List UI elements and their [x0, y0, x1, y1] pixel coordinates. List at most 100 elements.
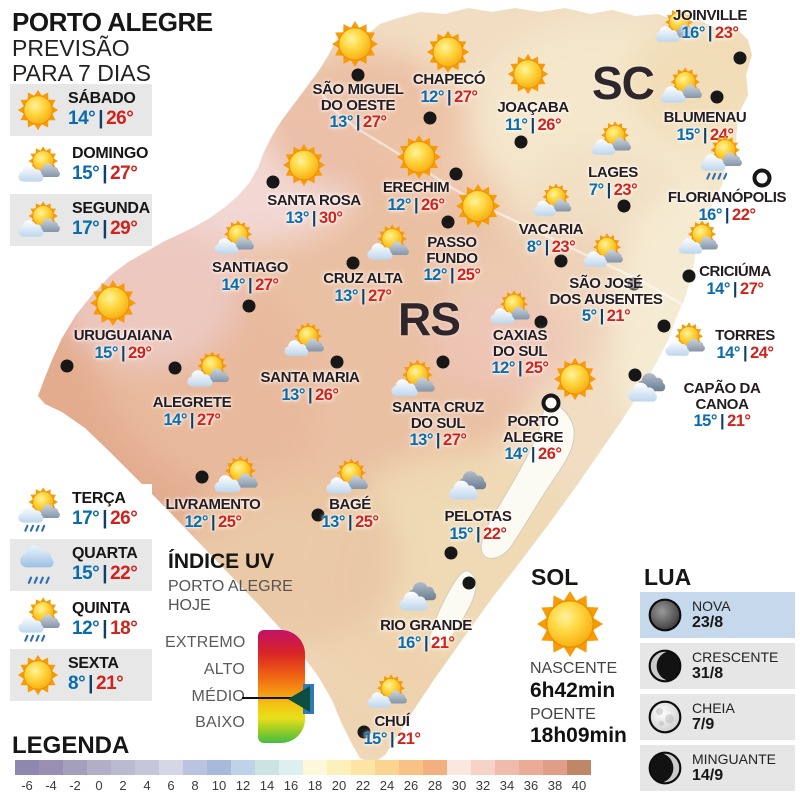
max-temp: 25° [218, 512, 242, 531]
sun-cloud-icon [16, 200, 64, 240]
legend-swatch [39, 760, 63, 775]
min-temp: 15° [72, 563, 100, 584]
min-temp: 13° [285, 208, 309, 227]
forecast-day-label: SEXTA [68, 655, 119, 672]
min-temp: 15° [676, 125, 700, 144]
moon-phase-name: NOVA [692, 598, 731, 614]
sun-icon [16, 88, 60, 132]
max-temp: 27° [110, 163, 138, 184]
temps-minmax: 15° | 24° [664, 125, 747, 144]
forecast-card-text: TERÇA 17° | 26° [72, 490, 138, 530]
max-temp: 30° [319, 208, 343, 227]
forecast-day-label: DOMINGO [72, 145, 149, 162]
legend-tick: 36 [523, 778, 539, 793]
city-name: SANTA MARIA [260, 369, 360, 386]
max-temp: 21° [96, 673, 124, 694]
legend-swatch [375, 760, 399, 775]
min-temp: 14° [221, 275, 245, 294]
sun-icon [454, 182, 502, 230]
temp-separator: | [724, 205, 730, 224]
city-name: SANTA ROSA [267, 192, 361, 209]
city-label-rio-grande: RIO GRANDE 16° | 21° [380, 618, 472, 652]
temps-minmax: 12° | 27° [413, 87, 485, 106]
min-temp: 7° [588, 180, 604, 199]
sunset-time: 18h09min [530, 724, 627, 747]
max-temp: 25° [525, 359, 549, 377]
temp-separator: | [599, 307, 605, 325]
legend-tick: 14 [259, 778, 275, 793]
legend-tick: 12 [235, 778, 251, 793]
temp-separator: | [413, 195, 419, 214]
forecast-day-label: QUINTA [72, 600, 131, 617]
city-name: FLORIANÓPOLIS [667, 189, 787, 206]
min-temp: 15° [94, 343, 118, 362]
temps-minmax: 15° | 21° [684, 413, 761, 430]
sun-cloud-icon [324, 457, 372, 497]
temp-separator: | [120, 343, 126, 362]
min-temp: 12° [184, 512, 208, 531]
temp-separator: | [311, 208, 317, 227]
temps-minmax: 12° | 25° [423, 267, 481, 284]
temp-separator: | [307, 385, 313, 404]
moon-phase-text: CRESCENTE 31/8 [692, 649, 778, 683]
min-temp: 15° [363, 729, 387, 748]
temp-separator: | [606, 180, 612, 199]
max-temp: 21° [727, 412, 751, 430]
sunrise-label: NASCENTE [530, 660, 618, 677]
max-temp: 23° [715, 23, 739, 42]
temps-minmax: 12° | 18° [72, 618, 138, 640]
forecast-card-sabado: SÁBADO 14° | 26° [10, 84, 152, 136]
city-marker-santa-maria [330, 355, 344, 369]
page-title: PORTO ALEGRE [12, 7, 213, 37]
city-name: CAXIAS DO SUL [492, 327, 548, 360]
legend-swatch [15, 760, 39, 775]
city-name: PASSO FUNDO [426, 234, 478, 267]
legend-swatch [543, 760, 567, 775]
sun-cloud-icon [658, 66, 706, 106]
max-temp: 27° [443, 431, 467, 449]
city-name: TORRES [715, 327, 775, 344]
city-marker-santa-rosa [266, 175, 280, 189]
city-name: CHAPECÓ [412, 71, 486, 88]
city-name: CRICIÚMA [699, 263, 771, 280]
city-label-pelotas: PELOTAS 15° | 22° [445, 509, 512, 543]
city-label-uruguaiana: URUGUAIANA 15° | 29° [74, 328, 173, 362]
temp-separator: | [530, 115, 535, 134]
max-temp: 22° [110, 563, 138, 584]
city-name: BAGÉ [329, 496, 371, 513]
temp-separator: | [102, 163, 108, 184]
legend-swatch [327, 760, 351, 775]
city-name: PORTO ALEGRE [502, 413, 564, 446]
legend-swatch [279, 760, 303, 775]
min-temp: 13° [329, 113, 353, 131]
temps-minmax: 15° | 21° [363, 729, 421, 748]
min-temp: 15° [72, 163, 100, 184]
moon-phase-row-minguante: MINGUANTE 14/9 [640, 745, 795, 791]
temp-separator: | [446, 87, 452, 106]
legend-tick: 34 [499, 778, 515, 793]
sun-cloud-icon [16, 145, 64, 185]
legend-swatch [87, 760, 111, 775]
forecast-card-text: SÁBADO 14° | 26° [68, 90, 136, 130]
forecast-day-label: SÁBADO [68, 90, 136, 107]
city-marker-sao-miguel-do-oeste [351, 68, 365, 82]
city-label-cruz-alta: CRUZ ALTA 13° | 27° [323, 271, 403, 305]
temps-minmax: 13° | 25° [321, 513, 379, 531]
temp-separator: | [702, 125, 708, 144]
uv-city: PORTO ALEGRE [168, 578, 293, 595]
city-label-florianopolis: FLORIANÓPOLIS 16° | 22° [667, 189, 787, 224]
legend-tick: 8 [191, 778, 199, 793]
city-name: JOAÇABA [497, 99, 569, 116]
max-temp: 26° [110, 508, 138, 529]
legend-swatch [231, 760, 255, 775]
max-temp: 21° [431, 633, 455, 652]
forecast-card-domingo: DOMINGO 15° | 27° [10, 139, 152, 191]
moon-phase-row-nova: NOVA 23/8 [640, 592, 795, 638]
legend-tick: 10 [211, 778, 227, 793]
legend-swatch [255, 760, 279, 775]
temps-minmax: 5° | 21° [550, 308, 663, 325]
min-temp: 12° [72, 618, 100, 639]
moon-phase-date: 7/9 [692, 716, 715, 733]
temps-minmax: 12° | 25° [491, 359, 549, 377]
legend-swatch [447, 760, 471, 775]
